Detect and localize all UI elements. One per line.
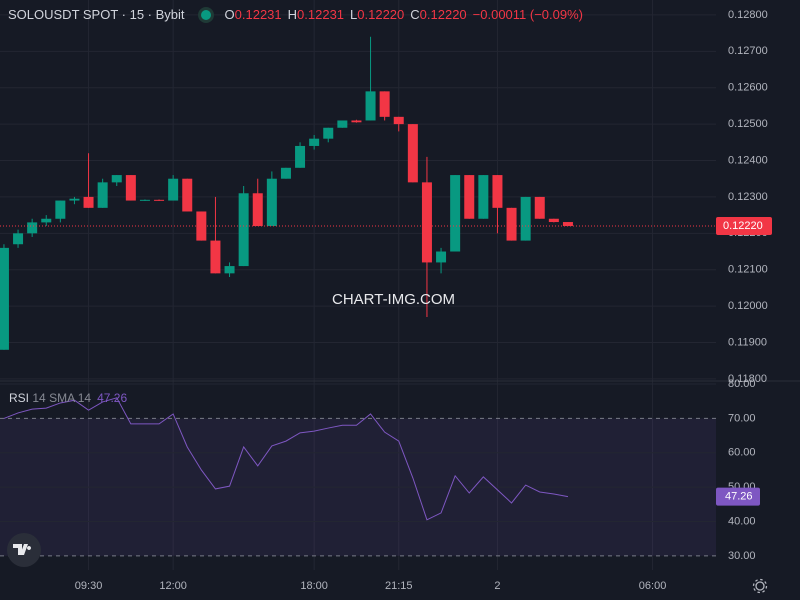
value-tag-label: 47.26 [725, 490, 753, 502]
ohlc-value: 0.12220 [357, 7, 405, 22]
candle-body [506, 207, 517, 241]
candle-body [365, 91, 376, 121]
y-tick-label: 0.12700 [728, 45, 768, 57]
indicator-name: RSI [9, 391, 30, 405]
rsi-legend[interactable]: RSI 14 SMA 14 47.26 [9, 391, 127, 405]
candle-body [323, 127, 334, 139]
symbol[interactable]: SOLOUSDT SPOT · 15 · Bybit [8, 7, 185, 22]
watermark: CHART-IMG.COM [332, 291, 456, 308]
y-tick-label: 0.12000 [728, 300, 768, 312]
candle-body [252, 193, 263, 227]
y-tick-label: 70.00 [728, 412, 756, 424]
y-tick-label: 0.12100 [728, 264, 768, 276]
candle-body [421, 182, 432, 263]
candle-body [168, 178, 179, 201]
value-tag [716, 487, 760, 506]
y-tick-label: 80.00 [728, 378, 756, 390]
candle-body [337, 120, 348, 128]
candle-body [351, 120, 362, 123]
candle-body [520, 196, 531, 241]
ohlc-value: 0.12220 [419, 7, 467, 22]
candle-body [266, 178, 277, 227]
x-tick-label: 2 [494, 580, 500, 592]
candle-body [154, 199, 165, 201]
y-tick-label: 0.12400 [728, 154, 768, 166]
candle-body [13, 233, 24, 245]
candle-body [27, 222, 38, 234]
y-tick-label: 60.00 [728, 447, 756, 459]
candle-body [97, 182, 108, 208]
candle-body [407, 124, 418, 183]
indicator-value: 47.26 [97, 391, 128, 405]
candle-body [436, 251, 447, 263]
candle-body [548, 218, 559, 223]
candle-body [492, 175, 503, 208]
candle-body [309, 138, 320, 146]
x-tick-label: 12:00 [159, 580, 187, 592]
market-status [200, 10, 211, 20]
candle-body [139, 199, 150, 201]
price-change: −0.00011 (−0.09%) [472, 7, 583, 22]
candle-body [182, 178, 193, 212]
ohlc-value: 0.12231 [297, 7, 345, 22]
x-tick-label: 21:15 [385, 580, 413, 592]
ohlc-label: C [410, 7, 420, 22]
candle-body [224, 266, 235, 274]
candle-body [0, 247, 9, 350]
ohlc-label: L [350, 7, 358, 22]
candle-body [464, 175, 475, 219]
x-tick-label: 06:00 [639, 580, 667, 592]
rsi-line [3, 397, 569, 521]
indicator-param: 14 [77, 391, 92, 405]
candle-body [238, 193, 249, 267]
candle-body [393, 116, 404, 125]
y-tick-label: 40.00 [728, 515, 756, 527]
candle-body [69, 198, 80, 201]
x-tick-label: 09:30 [75, 580, 103, 592]
candle-body [450, 175, 461, 252]
ohlc-label: H [287, 7, 298, 22]
y-tick-label: 0.11800 [728, 373, 767, 385]
indicator-param: 14 [32, 391, 46, 405]
candle-body [478, 175, 489, 219]
candle-body [125, 175, 136, 201]
y-tick-label: 0.12800 [728, 9, 768, 21]
candle-body [111, 175, 122, 183]
symbol-header: SOLOUSDT SPOT · 15 · Bybit O0.12231 H0.122… [8, 7, 589, 22]
ohlc-label: O [224, 7, 235, 22]
price-tag [716, 217, 772, 236]
y-tick-label: 30.00 [728, 550, 756, 562]
candle-body [210, 240, 221, 274]
candle-body [534, 196, 545, 219]
price-tag-label: 0.12220 [723, 220, 763, 232]
candle-body [280, 167, 291, 179]
y-tick-label: 0.12300 [728, 191, 768, 203]
ohlc-value: 0.12231 [234, 7, 282, 22]
candle-body [41, 218, 52, 223]
y-tick-label: 0.12500 [728, 118, 768, 130]
y-tick-label: 0.11900 [728, 336, 767, 348]
candle-body [83, 196, 94, 208]
candle-body [295, 145, 306, 168]
x-tick-label: 18:00 [300, 580, 328, 592]
indicator-param: SMA [49, 391, 75, 405]
candle-body [55, 200, 66, 219]
candle-body [379, 91, 390, 117]
candle-body [562, 222, 573, 227]
y-tick-label: 0.12600 [728, 82, 768, 94]
